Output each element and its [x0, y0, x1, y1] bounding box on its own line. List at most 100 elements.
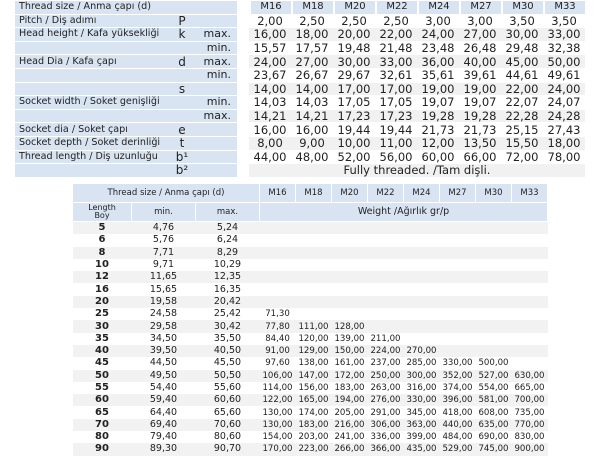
- weight-cell: [296, 234, 332, 246]
- weight-cell: [331, 295, 368, 309]
- value-cell: 29,67: [333, 68, 375, 82]
- weight-cell: 266,00: [331, 443, 368, 456]
- weight-cell: 306,00: [367, 418, 404, 432]
- weight-cell: 84,40: [265, 333, 290, 344]
- weight-row: 5 4,76 5,24: [72, 221, 548, 235]
- weight-cell: 608,00: [478, 407, 509, 418]
- weight-cell: 154,00: [262, 432, 293, 443]
- size-header: M22: [375, 1, 417, 14]
- gap: [237, 136, 249, 150]
- weight-cell: 129,00: [295, 344, 332, 358]
- weight-cell: 276,00: [367, 394, 404, 407]
- weight-cell: [259, 271, 296, 284]
- weight-cell: 77,80: [259, 320, 296, 333]
- weight-row: 60 59,40 60,60 122,00 165,00 194,00 276,00 330,…: [72, 394, 548, 407]
- weight-row: 25 24,58 25,42 71,30: [73, 308, 548, 320]
- max-cell: 30,42: [195, 320, 260, 333]
- value-cell: 24,00: [543, 82, 585, 96]
- value-cell: 16,00: [249, 28, 291, 41]
- row-symbol: b²: [167, 164, 197, 177]
- min-cell: 29,58: [131, 320, 196, 333]
- weight-cell: 147,00: [295, 369, 332, 382]
- value-cell: 50,00: [543, 55, 585, 68]
- weight-cell: [403, 320, 440, 333]
- weight-cell: [367, 221, 404, 235]
- value-cell: 32,61: [375, 68, 417, 82]
- value-cell: 19,44: [333, 123, 375, 136]
- max-cell: 12,35: [195, 271, 260, 284]
- size-header: M27: [439, 183, 476, 203]
- value-cell: 23,48: [417, 41, 459, 55]
- length-cell: 55: [95, 382, 109, 393]
- weight-cell: [367, 295, 404, 309]
- row-symbol: [167, 109, 197, 123]
- weight-cell: [404, 333, 440, 345]
- weight-cell: [512, 234, 548, 246]
- weight-cell: [440, 259, 476, 271]
- weight-cell: [475, 320, 512, 333]
- length-cell: 6: [98, 234, 106, 246]
- spec-row: Head Dia / Kafa çapı d max. 24,00 27,00 30,00…: [15, 55, 585, 68]
- weight-cell: 241,00: [334, 432, 365, 443]
- value-cell: 78,00: [543, 150, 585, 164]
- weight-cell: 700,00: [511, 394, 548, 407]
- value-cell: 36,00: [417, 55, 459, 68]
- size-header: M27: [459, 1, 501, 14]
- min-cell: 44,50: [149, 357, 178, 369]
- value-cell: 3,00: [459, 14, 501, 28]
- weight-cell: [296, 259, 332, 271]
- length-cell: 5: [72, 221, 132, 235]
- value-cell: 14,21: [249, 109, 291, 123]
- value-cell: 30,00: [501, 28, 543, 41]
- row-symbol: [167, 41, 197, 55]
- row-limit: [197, 14, 237, 28]
- spec-row: min. 23,67 26,67 29,67 32,61 35,61 39,61 44,61 4…: [15, 69, 585, 82]
- weight-cell: [260, 259, 296, 271]
- value-cell: 48,00: [291, 150, 333, 164]
- max-cell: 35,50: [213, 332, 242, 344]
- value-cell: 32,38: [543, 41, 585, 55]
- gap: [237, 1, 249, 14]
- value-cell: 3,00: [417, 14, 459, 28]
- spec-row: Pitch / Diş adımı P 2,00 2,50 2,50 2,50 3,00 3,…: [15, 14, 585, 28]
- row-symbol: [167, 68, 197, 82]
- weight-cell: [475, 221, 512, 235]
- min-cell: 9,71: [152, 259, 175, 271]
- weight-cell: [368, 234, 404, 246]
- weight-cell: 745,00: [475, 443, 512, 456]
- weight-cell: [440, 234, 476, 246]
- weight-cell: 363,00: [403, 418, 440, 432]
- weight-cell: 224,00: [367, 344, 404, 358]
- weight-cell: 170,00: [259, 443, 296, 456]
- weight-cell: [439, 221, 476, 235]
- weight-cell: [475, 271, 512, 284]
- spec-row-b2: b² Fully threaded. /Tam dişli.: [15, 164, 585, 177]
- row-label: Thread length / Diş uzunluğu: [15, 150, 167, 164]
- weight-row: 90 89,30 90,70 170,00 223,00 266,00 366,00 435,…: [72, 443, 548, 456]
- weight-cell: [368, 308, 404, 320]
- value-cell: 25,15: [501, 123, 543, 136]
- weight-row: 65 64,40 65,60 130,00 174,00 205,00 291,00 345,…: [73, 406, 548, 418]
- max-cell: 45,50: [213, 357, 242, 369]
- value-cell: 14,00: [249, 82, 291, 96]
- weight-cell: [259, 246, 296, 259]
- weight-cell: [440, 333, 476, 345]
- min-cell: 15,65: [149, 283, 178, 295]
- weight-cell: 183,00: [334, 383, 365, 393]
- value-cell: 26,67: [291, 68, 333, 82]
- weight-cell: [403, 221, 440, 235]
- value-cell: 19,48: [333, 41, 375, 55]
- size-header: M30: [501, 1, 543, 14]
- weight-cell: 345,00: [406, 407, 437, 418]
- value-cell: 49,61: [543, 68, 585, 82]
- weight-cell: [440, 283, 476, 295]
- weight-cell: 270,00: [403, 344, 440, 358]
- weight-cell: 665,00: [514, 383, 545, 393]
- weight-cell: 630,00: [511, 369, 548, 382]
- value-cell: 33,00: [543, 28, 585, 41]
- weight-cell: 205,00: [334, 407, 365, 418]
- size-header: M16: [259, 183, 296, 203]
- size-header: M20: [333, 1, 375, 14]
- value-cell: 22,00: [375, 28, 417, 41]
- weight-cell: 735,00: [514, 407, 545, 418]
